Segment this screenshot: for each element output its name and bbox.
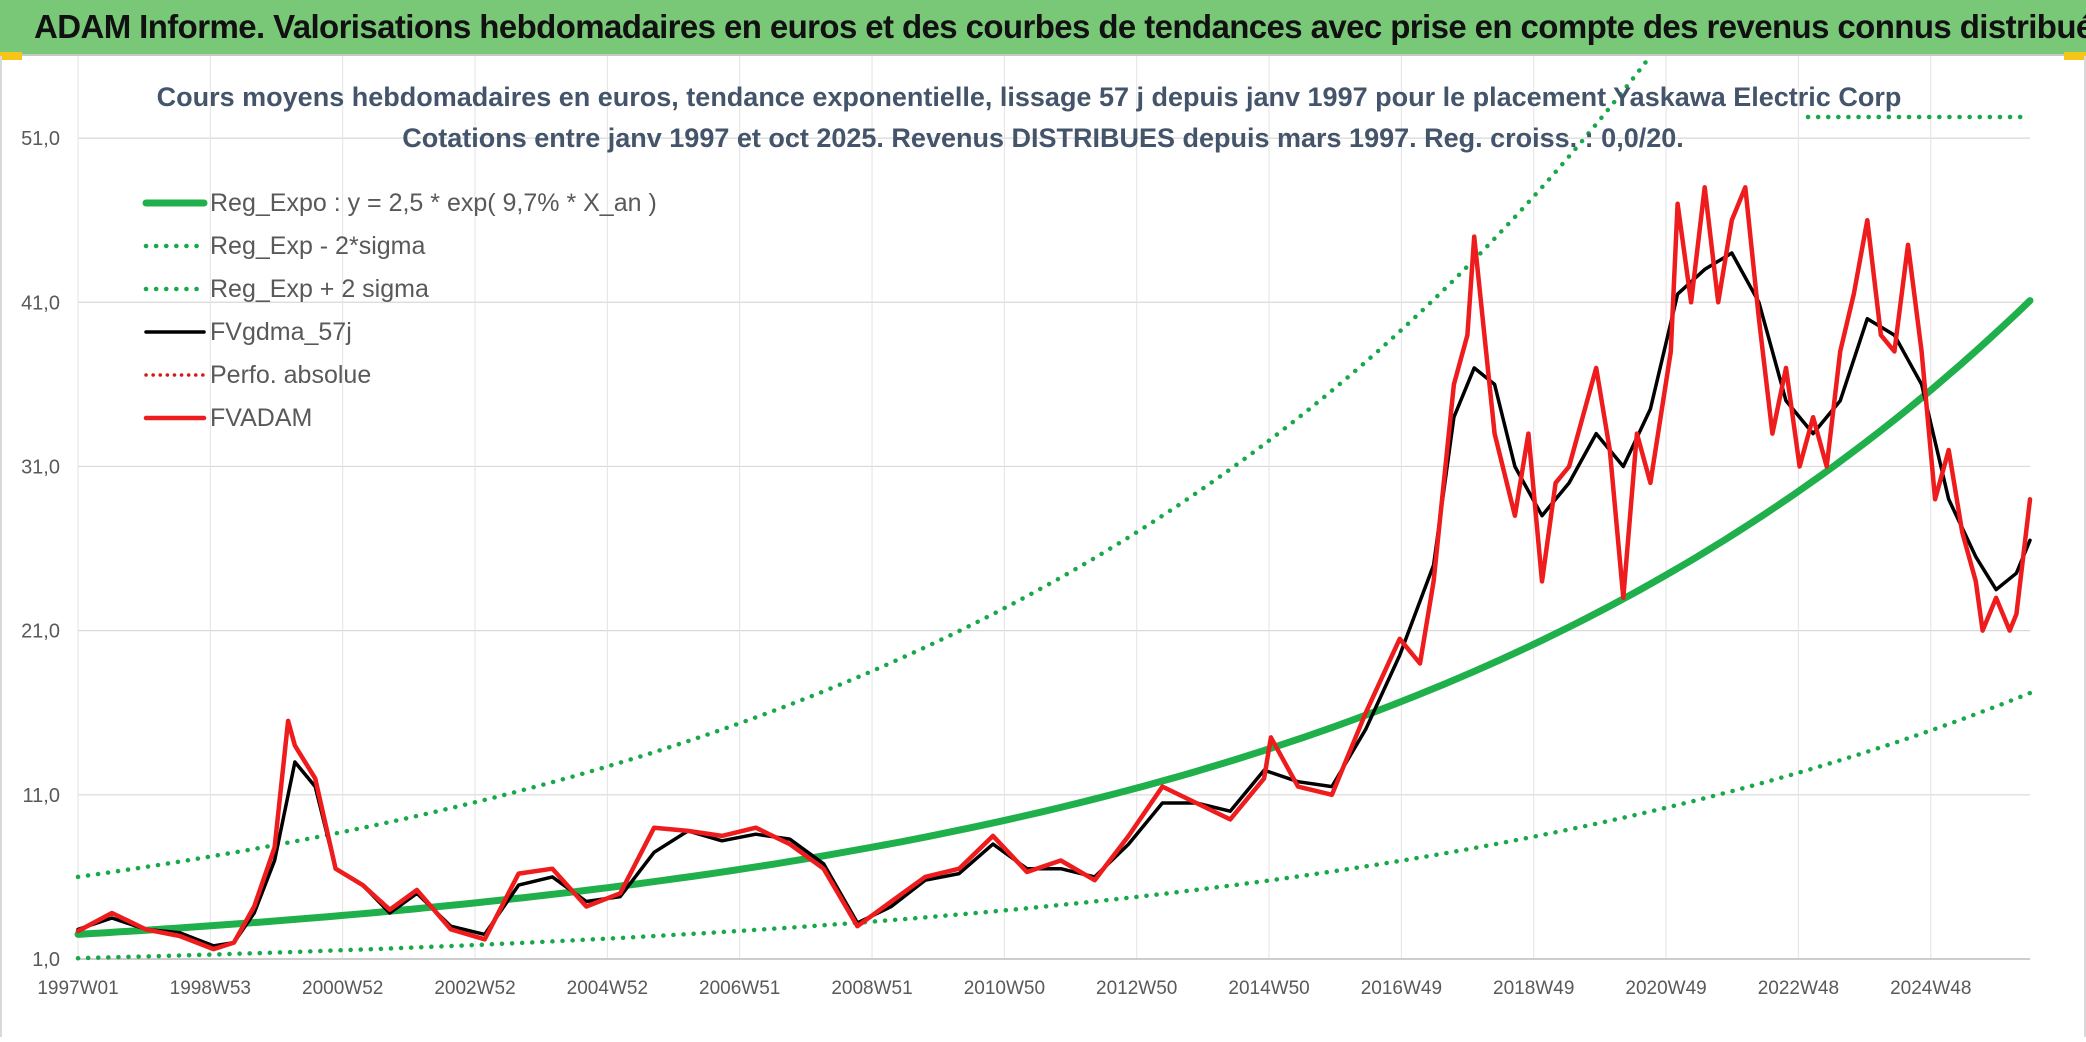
series-group	[74, 53, 2034, 961]
reg-exp-minus-2sigma-line	[75, 690, 2033, 961]
x-tick-label: 2014W50	[1228, 978, 1309, 999]
legend: Reg_Expo : y = 2,5 * exp( 9,7% * X_an ) R…	[142, 189, 657, 432]
axes: 1,0 11,0 21,0 31,0 41,0 51,0 1997W01 1998W53 200…	[21, 128, 2030, 999]
legend-label: FVgdma_57j	[210, 318, 352, 346]
x-tick-label: 2020W49	[1625, 978, 1706, 999]
x-tick-label: 2002W52	[434, 978, 515, 999]
x-tick-label: 2006W51	[699, 978, 780, 999]
legend-label: Reg_Expo : y = 2,5 * exp( 9,7% * X_an )	[210, 189, 657, 217]
legend-label: Reg_Exp - 2*sigma	[210, 232, 425, 260]
y-tick-label: 51,0	[21, 128, 60, 150]
reg-expo-line	[74, 297, 2034, 938]
x-tick-label: 2012W50	[1096, 978, 1177, 999]
x-tick-label: 2018W49	[1493, 978, 1574, 999]
fvgdma-57j-line	[76, 251, 2032, 948]
corner-marker-right	[2064, 52, 2086, 60]
fvadam-line	[75, 185, 2033, 952]
x-tick-label: 2008W51	[831, 978, 912, 999]
corner-marker-left	[0, 52, 22, 60]
y-tick-label: 21,0	[21, 621, 60, 643]
legend-label: FVADAM	[210, 404, 312, 432]
chart-title: Cours moyens hebdomadaires en euros, ten…	[157, 82, 1902, 112]
y-tick-label: 1,0	[32, 949, 60, 971]
chart-subtitle: Cotations entre janv 1997 et oct 2025. R…	[402, 123, 1684, 153]
grid-lines	[77, 56, 2030, 960]
chart-frame: 1,0 11,0 21,0 31,0 41,0 51,0 1997W01 1998W53 200…	[0, 53, 2086, 1037]
x-tick-label: 2004W52	[567, 978, 648, 999]
y-tick-label: 31,0	[21, 456, 60, 478]
x-tick-label: 2016W49	[1361, 978, 1442, 999]
report-banner: ADAM Informe. Valorisations hebdomadaire…	[0, 0, 2086, 56]
y-tick-label: 11,0	[23, 785, 60, 807]
legend-label: Reg_Exp + 2 sigma	[210, 275, 429, 303]
x-tick-label: 1997W01	[37, 978, 118, 999]
x-tick-label: 2022W48	[1758, 978, 1839, 999]
y-tick-label: 41,0	[21, 292, 60, 314]
x-tick-label: 2010W50	[964, 978, 1045, 999]
x-tick-label: 2024W48	[1890, 978, 1971, 999]
line-chart: 1,0 11,0 21,0 31,0 41,0 51,0 1997W01 1998W53 200…	[21, 53, 2034, 999]
legend-label: Perfo. absolue	[210, 361, 371, 389]
report-title: ADAM Informe. Valorisations hebdomadaire…	[34, 8, 2086, 45]
x-tick-label: 2000W52	[302, 978, 383, 999]
x-tick-label: 1998W53	[170, 978, 251, 999]
